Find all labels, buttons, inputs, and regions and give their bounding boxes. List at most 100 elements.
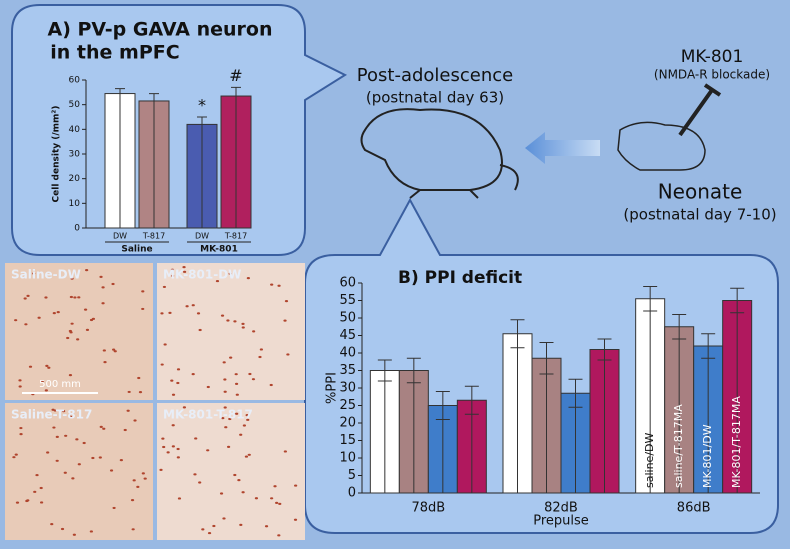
- syringe: [678, 83, 722, 137]
- cell: [101, 302, 105, 305]
- cell: [246, 418, 250, 421]
- cell: [223, 378, 227, 381]
- cell: [193, 473, 197, 476]
- error-bar: [643, 286, 658, 493]
- cell: [212, 524, 216, 528]
- error-bar: [197, 116, 207, 228]
- cell: [55, 459, 59, 462]
- annotation: *: [198, 96, 206, 115]
- y-tick-label: 35: [339, 363, 356, 378]
- label: MK-801: [681, 47, 744, 67]
- cell: [82, 441, 86, 445]
- y-tick-label: 40: [339, 346, 356, 361]
- cell: [191, 373, 195, 376]
- cell: [91, 317, 96, 320]
- label: (postnatal day 7-10): [623, 206, 776, 224]
- cell: [113, 350, 117, 353]
- cell: [127, 390, 131, 394]
- cell: [141, 307, 145, 311]
- x-axis-label: Prepulse: [533, 514, 589, 529]
- cell: [284, 300, 289, 303]
- cell: [39, 486, 43, 490]
- chart-title: B) PPI deficit: [398, 268, 522, 288]
- error-bar: [672, 314, 687, 493]
- micrograph: [5, 403, 153, 540]
- cell: [283, 319, 287, 322]
- label: (NMDA-R blockade): [654, 68, 770, 82]
- cell: [64, 434, 68, 437]
- cell: [182, 406, 187, 409]
- x-tick-label: T-817: [142, 232, 165, 241]
- cell: [83, 308, 88, 311]
- error-bar: [377, 359, 392, 493]
- error-bar: [597, 338, 612, 493]
- cell: [44, 296, 48, 299]
- cell: [228, 272, 232, 275]
- y-tick-label: 30: [69, 150, 81, 160]
- cell: [234, 373, 238, 376]
- cell: [26, 499, 30, 502]
- x-tick-label: T-817: [224, 232, 247, 241]
- cell: [246, 277, 250, 280]
- cell: [229, 356, 233, 359]
- cell: [131, 528, 135, 531]
- cell: [163, 343, 167, 346]
- y-tick-label: 0: [348, 486, 356, 501]
- y-axis-label: Cell density (/mm²): [52, 106, 62, 203]
- cell: [233, 473, 237, 477]
- cell: [233, 320, 237, 323]
- cell: [166, 451, 170, 454]
- y-tick-label: 5: [348, 468, 356, 483]
- panel-label: MK-801-T-817: [163, 408, 253, 422]
- cell: [56, 311, 60, 314]
- cell: [191, 304, 195, 307]
- y-tick-label: 45: [339, 328, 356, 343]
- cell: [258, 355, 262, 359]
- cell: [109, 469, 114, 472]
- cell: [278, 502, 282, 505]
- cell: [52, 312, 56, 315]
- cell: [85, 328, 90, 331]
- cell: [247, 453, 251, 456]
- cell: [206, 449, 210, 452]
- micrograph: [5, 263, 153, 400]
- cell: [222, 361, 226, 364]
- error-bar: [539, 342, 554, 493]
- cell: [196, 312, 201, 315]
- micrographs: Saline-DW MK-801-DW Saline-T-817 MK-801-T-8…: [5, 263, 305, 540]
- cell: [91, 456, 95, 460]
- cell: [294, 484, 298, 487]
- error-bar: [568, 378, 583, 493]
- cell: [76, 338, 80, 341]
- cell: [111, 282, 115, 286]
- cell: [242, 424, 246, 427]
- y-tick-label: 20: [69, 174, 81, 184]
- label: Post-adolescence: [357, 65, 513, 86]
- cell: [171, 274, 175, 277]
- cell: [70, 322, 74, 325]
- cell: [102, 427, 106, 430]
- cell: [63, 471, 67, 474]
- cell: [160, 312, 164, 315]
- x-tick-label: DW: [113, 232, 127, 241]
- cell: [102, 349, 106, 352]
- cell: [245, 414, 249, 417]
- cell: [270, 497, 274, 500]
- cell: [219, 492, 224, 495]
- cell: [68, 374, 73, 377]
- cell: [171, 424, 175, 427]
- error-bar: [435, 391, 450, 493]
- arrow: [525, 132, 600, 164]
- cell: [198, 481, 202, 484]
- cell: [171, 393, 176, 396]
- panel-label: Saline-DW: [11, 268, 81, 282]
- mouse-adult: [360, 108, 519, 199]
- cell: [62, 410, 66, 413]
- y-tick-label: 60: [339, 276, 356, 291]
- cell: [15, 501, 20, 504]
- cell: [176, 381, 180, 385]
- cell: [273, 485, 277, 488]
- cell: [99, 425, 103, 428]
